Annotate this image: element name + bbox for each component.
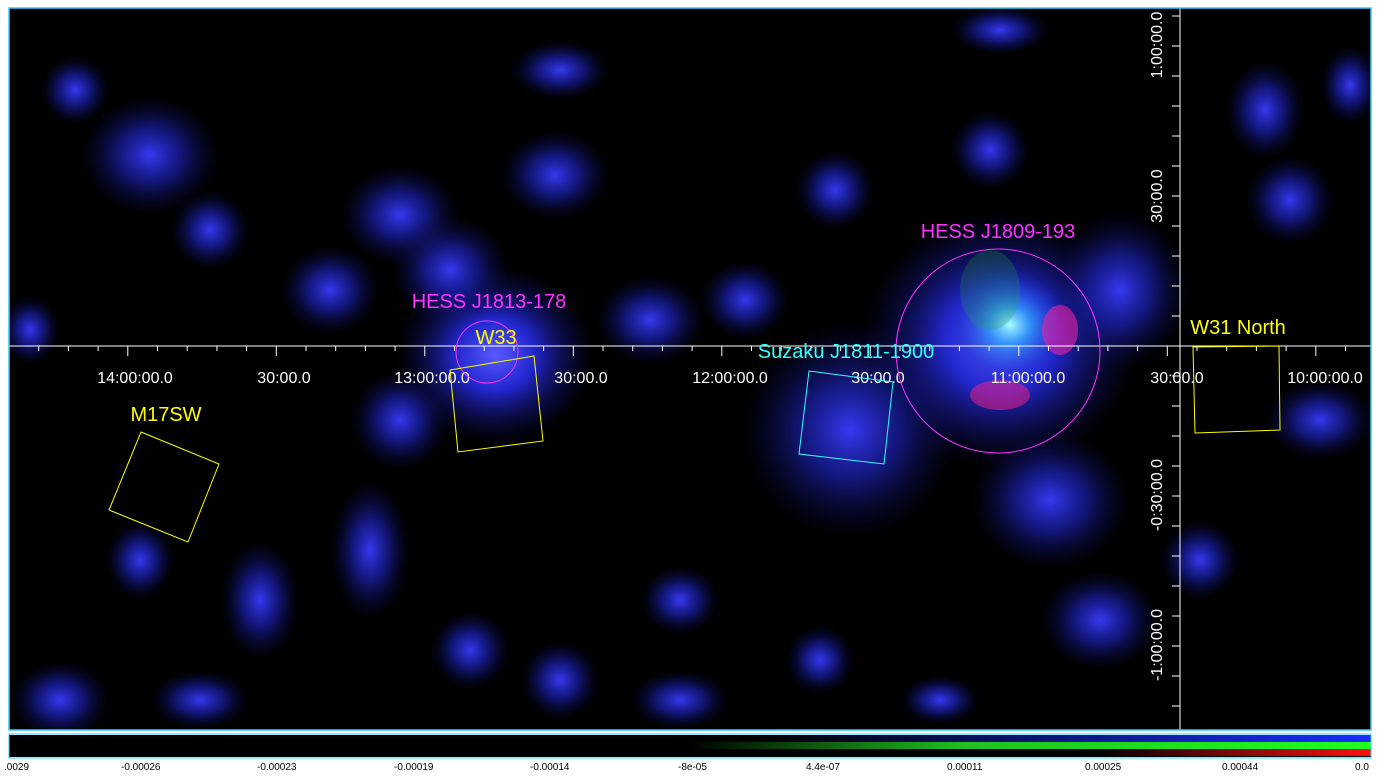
region-m17sw[interactable]: M17SW [108,404,220,543]
colorbar-tick-label: 0.00025 [1085,762,1122,773]
colorbar-tick-label: -0.00019 [394,762,434,773]
colorbar-tick-label: -0.00023 [257,762,297,773]
ra-label: 13:00:00.0 [394,370,470,387]
region-label: W31 North [1190,317,1286,339]
region-label: W33 [475,327,516,349]
ra-label: 30:00.0 [1150,370,1203,387]
region-w33[interactable]: W33 [449,327,544,453]
dec-label: -0:30:00.0 [1149,459,1166,531]
colorbar-tick-label: 0.00044 [1222,762,1259,773]
ra-axis-ticks [8,346,1346,356]
colorbar-tick-label: 4.4e-07 [806,762,840,773]
ra-label: 30:00.0 [257,370,310,387]
colorbar-tick-label: 0.0 [1355,762,1369,773]
colorbar-tick-label: -0.00014 [530,762,570,773]
region-label: M17SW [130,404,201,426]
region-suzaku-j1811-1900[interactable]: Suzaku J1811-1900 [758,341,934,465]
colorbar[interactable] [8,733,1372,759]
region-label: HESS J1813-178 [412,291,567,313]
dec-label: 1:00:00.0 [1149,12,1166,79]
diffuse-emission [9,8,1371,730]
image-frame-border [8,7,1372,731]
ra-label: 11:00:00.0 [991,370,1066,387]
dec-axis-ticks [1172,15,1180,707]
region-hess-j1809-193[interactable]: HESS J1809-193 [895,221,1101,454]
region-w31-north[interactable]: W31 North [1190,317,1286,434]
ra-label: 30:00.0 [554,370,607,387]
colorbar-tick-label: .0029 [4,762,30,773]
ra-label: 12:00:00.0 [692,370,768,387]
ra-label: 30:00.0 [851,370,904,387]
region-label: Suzaku J1811-1900 [758,341,934,363]
region-label: HESS J1809-193 [921,221,1076,243]
ra-label: 10:00:00.0 [1287,370,1363,387]
dec-label: -1:00:00.0 [1149,609,1166,681]
colorbar-tick-label: 0.00011 [947,762,983,773]
dec-label: 30:00.0 [1149,169,1166,222]
colorbar-tick-label: -0.00026 [121,762,161,773]
region-hess-j1813-178[interactable]: HESS J1813-178 [412,291,567,384]
ra-label: 14:00:00.0 [97,370,173,387]
colorbar-tick-label: -8e-05 [678,762,707,773]
